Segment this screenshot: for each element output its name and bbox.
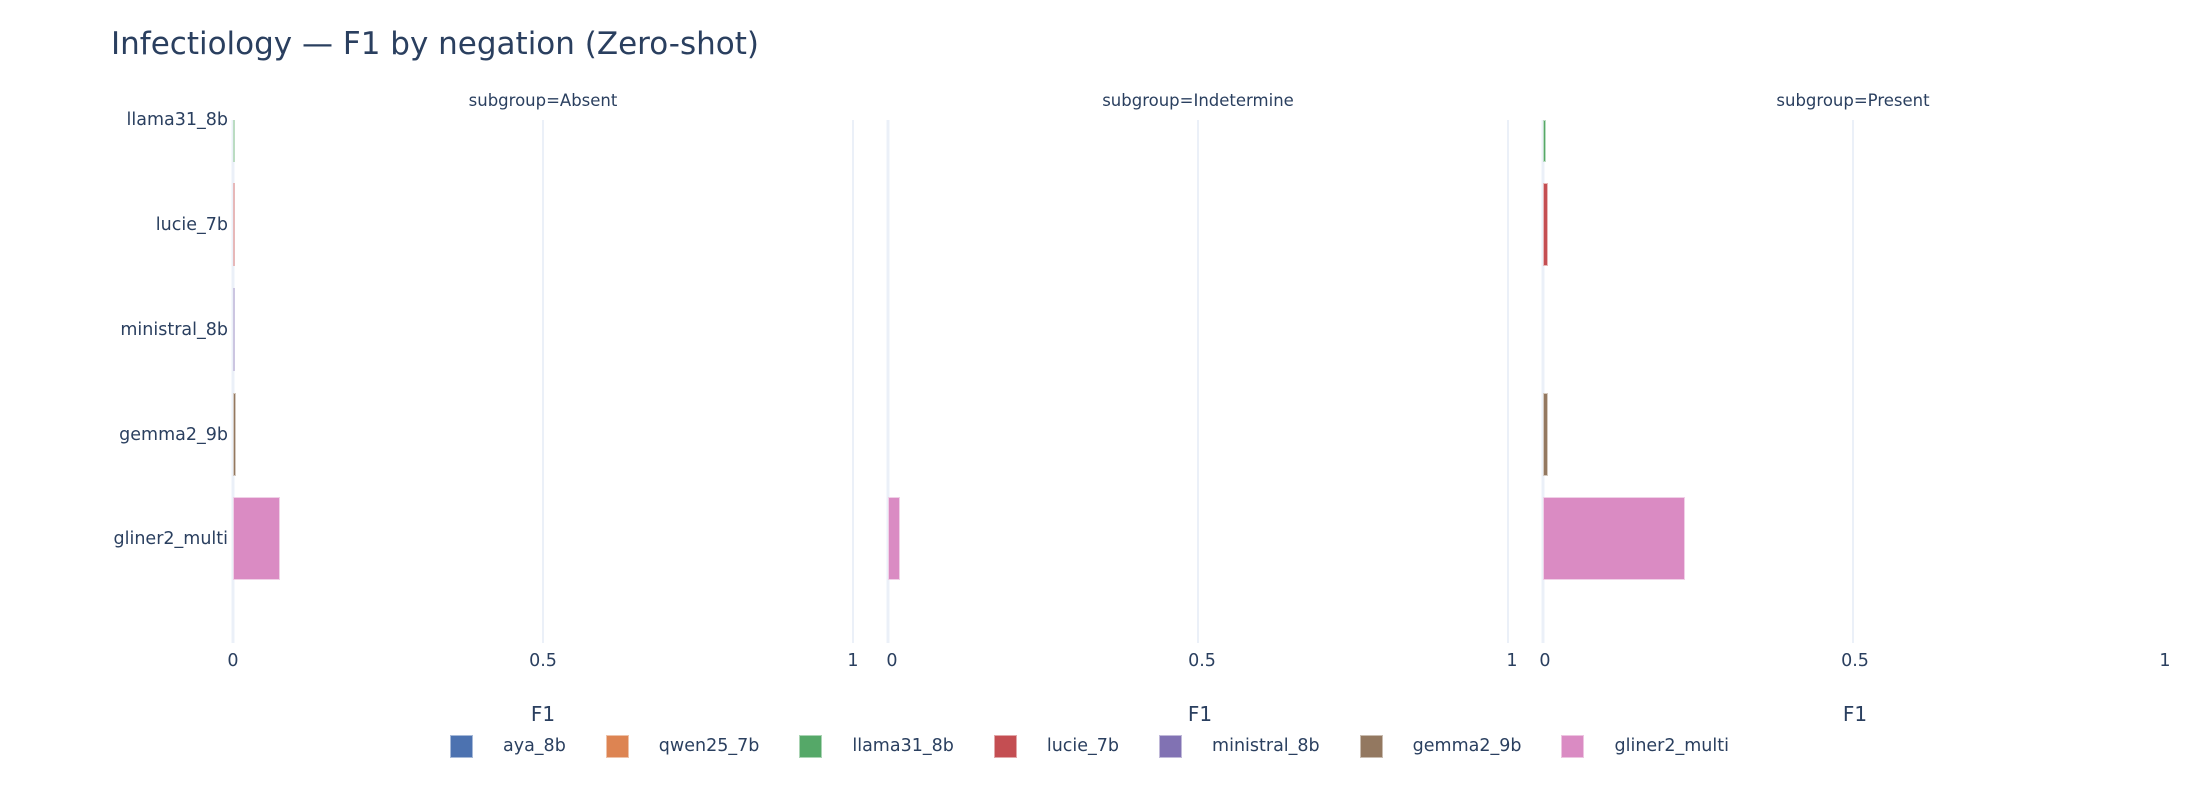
legend-item-gemma2_9b[interactable]: gemma2_9b <box>1359 734 1522 758</box>
y-label-gliner2_multi: gliner2_multi <box>113 529 229 549</box>
bar-gemma2_9b[interactable] <box>233 393 236 476</box>
x-axis-title-indetermine: F1 <box>1187 702 1213 726</box>
plot-panel-present <box>1541 120 2163 643</box>
legend-item-ministral_8b[interactable]: ministral_8b <box>1159 734 1320 758</box>
bar-ministral_8b[interactable] <box>233 288 235 371</box>
bar-gemma2_9b[interactable] <box>1543 393 1548 476</box>
bar-gliner2_multi[interactable] <box>233 497 280 580</box>
bar-lucie_7b[interactable] <box>233 183 235 266</box>
x-axis-title-absent: F1 <box>530 702 556 726</box>
legend-item-aya_8b[interactable]: aya_8b <box>450 734 566 758</box>
x-tick-0.5: 0.5 <box>529 651 557 671</box>
legend-swatch-icon <box>799 734 823 758</box>
x-tick-0.5: 0.5 <box>1841 651 1869 671</box>
panel-title-absent: subgroup=Absent <box>468 91 618 110</box>
plot-panel-absent <box>231 120 854 643</box>
y-label-ministral_8b: ministral_8b <box>120 320 228 340</box>
plot-panel-indetermine <box>886 120 1509 643</box>
legend-item-gliner2_multi[interactable]: gliner2_multi <box>1561 734 1729 758</box>
bar-lucie_7b[interactable] <box>1543 183 1548 266</box>
legend-label: aya_8b <box>503 736 566 756</box>
gridline-0.5 <box>1852 120 1854 643</box>
legend-label: llama31_8b <box>852 736 954 756</box>
x-tick-0: 0 <box>227 651 239 671</box>
zeroline <box>231 120 235 643</box>
x-tick-0.5: 0.5 <box>1188 651 1216 671</box>
legend-label: qwen25_7b <box>658 736 760 756</box>
legend-label: gliner2_multi <box>1614 736 1729 756</box>
bar-gliner2_multi[interactable] <box>1543 497 1685 580</box>
x-axis-title-present: F1 <box>1842 702 1868 726</box>
legend-swatch-icon <box>450 734 473 758</box>
panel-title-present: subgroup=Present <box>1776 91 1930 110</box>
legend-swatch-icon <box>1159 734 1183 758</box>
legend-item-lucie_7b[interactable]: lucie_7b <box>993 734 1120 758</box>
x-tick-0: 0 <box>886 651 898 671</box>
gridline-0.5 <box>1197 120 1199 643</box>
legend-label: ministral_8b <box>1212 736 1320 756</box>
y-label-lucie_7b: lucie_7b <box>155 215 228 235</box>
x-tick-1: 1 <box>1506 651 1518 671</box>
legend-item-llama31_8b[interactable]: llama31_8b <box>799 734 954 758</box>
gridline-1 <box>852 120 854 643</box>
x-tick-1: 1 <box>847 651 859 671</box>
y-label-gemma2_9b: gemma2_9b <box>119 425 228 445</box>
legend: aya_8b qwen25_7b llama31_8b lucie_7b min… <box>450 734 1769 758</box>
bar-llama31_8b[interactable] <box>233 120 235 162</box>
legend-label: gemma2_9b <box>1412 736 1522 756</box>
legend-label: lucie_7b <box>1046 736 1120 756</box>
y-label-llama31_8b: llama31_8b <box>126 110 228 130</box>
bar-llama31_8b[interactable] <box>1543 120 1546 162</box>
bar-gliner2_multi[interactable] <box>888 497 900 580</box>
gridline-0.5 <box>542 120 544 643</box>
x-tick-1: 1 <box>2159 651 2171 671</box>
legend-swatch-icon <box>1561 734 1585 758</box>
gridline-1 <box>1507 120 1509 643</box>
panel-title-indetermine: subgroup=Indetermine <box>1102 91 1294 110</box>
legend-swatch-icon <box>1359 734 1383 758</box>
chart-title: Infectiology — F1 by negation (Zero-shot… <box>111 26 759 62</box>
legend-item-qwen25_7b[interactable]: qwen25_7b <box>605 734 760 758</box>
legend-swatch-icon <box>993 734 1017 758</box>
x-tick-0: 0 <box>1539 651 1551 671</box>
zeroline <box>886 120 890 643</box>
zeroline <box>1541 120 1545 643</box>
legend-swatch-icon <box>605 734 629 758</box>
